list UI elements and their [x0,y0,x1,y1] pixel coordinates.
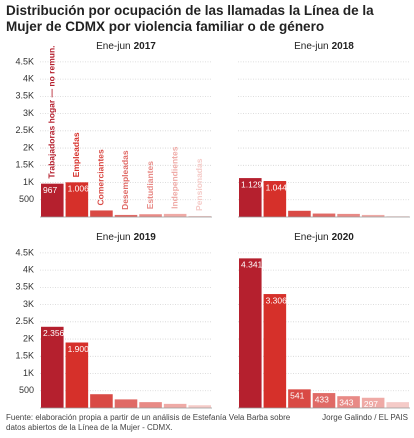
bar [139,214,162,217]
bar [312,213,336,217]
bar [90,210,113,217]
bar [114,214,138,217]
category-label: Desempleadas [120,150,130,210]
bar [163,403,187,408]
y-tick-label: 1K [23,368,34,378]
category-label: Pensionadas [194,158,204,211]
category-label: Comerciantes [96,149,106,205]
credit: Jorge Galindo / EL PAIS [322,413,408,422]
bar [65,182,89,217]
y-tick-label: 3.5K [15,282,34,292]
value-label: 1.006 [68,184,90,194]
value-label: 1.900 [68,344,90,354]
panel-title: Ene-jun 2018 [294,41,354,52]
panel-title-period: Ene-jun [294,232,328,243]
panel-title-year: 2020 [332,232,355,243]
bar [41,183,64,217]
panel-title-year: 2019 [134,232,157,243]
y-tick-label: 4.5K [15,247,34,257]
bar [65,342,89,408]
value-label: 1.129 [241,179,263,189]
value-label: 4.341 [241,260,263,270]
y-tick-label: 3K [23,299,34,309]
y-tick-label: 2K [23,142,34,152]
bar [312,393,336,408]
bar [386,402,409,408]
bar [337,396,360,408]
y-tick-label: 4.5K [15,56,34,66]
panel-title: Ene-jun 2020 [294,232,354,243]
bar [90,394,113,408]
bar [139,402,162,408]
panel-title-period: Ene-jun [294,41,328,52]
value-label: 297 [364,399,378,409]
bar [288,210,311,217]
source: Fuente: elaboración propia a partir de u… [6,413,291,432]
bar [361,397,385,408]
y-tick-label: 3K [23,108,34,118]
y-tick-label: 1K [23,177,34,187]
bar [188,405,211,408]
y-tick-label: 2.5K [15,316,34,326]
value-label: 1.044 [266,182,288,192]
value-label: 541 [290,391,304,401]
bar [337,213,360,217]
panel-title-year: 2017 [134,41,157,52]
bar [163,213,187,217]
bar [263,294,287,408]
value-label: 2.356 [43,328,65,338]
y-tick-label: 500 [19,385,34,395]
y-tick-label: 1.5K [15,351,34,361]
panel-title-period: Ene-jun [96,232,130,243]
panel-title: Ene-jun 2019 [96,232,156,243]
value-label: 3.306 [266,295,288,305]
y-tick-label: 4K [23,265,34,275]
y-tick-label: 2K [23,333,34,343]
bar [41,326,64,408]
value-label: 967 [43,185,57,195]
panel-title-period: Ene-jun [96,41,130,52]
category-label: Empleadas [71,132,81,177]
bar [239,178,262,217]
y-tick-label: 500 [19,194,34,204]
bar [239,258,262,408]
bar [361,214,385,217]
y-tick-label: 3.5K [15,91,34,101]
y-tick-label: 4K [23,74,34,84]
bar [188,215,211,217]
panel-title: Ene-jun 2017 [96,41,156,52]
value-label: 433 [315,394,329,404]
bar [263,181,287,217]
category-label: Independientes [169,146,179,209]
y-tick-label: 1.5K [15,160,34,170]
bar [288,389,311,408]
category-label: Trabajadoras hogar — no remun. [47,45,57,178]
panel-title-year: 2018 [332,41,355,52]
bar [114,399,138,408]
title: Distribución por ocupación de las llamad… [6,3,374,34]
category-label: Estudiantes [145,161,155,209]
value-label: 343 [339,397,353,407]
y-tick-label: 2.5K [15,125,34,135]
